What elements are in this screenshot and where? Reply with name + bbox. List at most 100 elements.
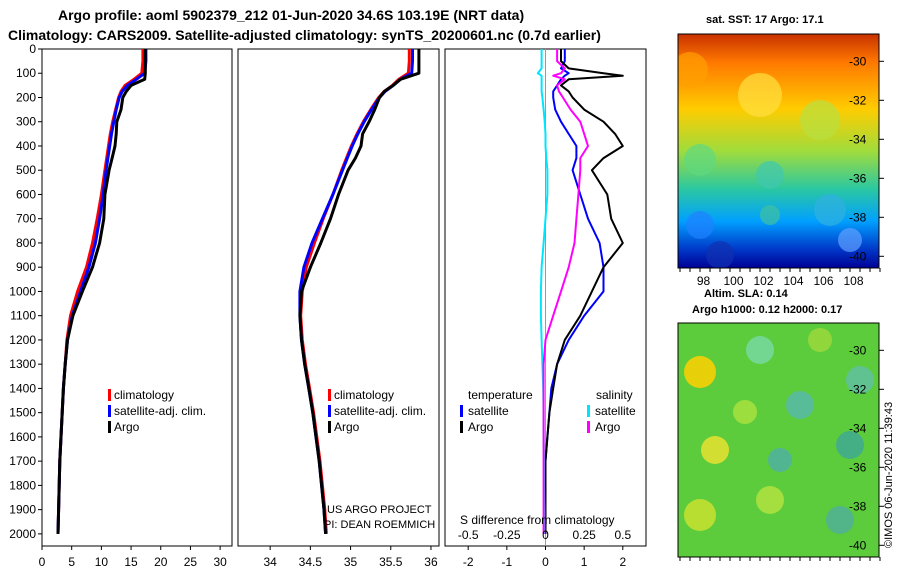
map-x-tick-label: 100 — [723, 274, 743, 288]
depth-tick-label: 0 — [29, 42, 36, 56]
depth-tick-label: 900 — [16, 260, 36, 274]
salinity-lines — [298, 49, 421, 534]
legend-swatch-satellite — [108, 405, 111, 417]
x-tick-label: -2 — [463, 555, 474, 569]
x-tick-label: 34 — [263, 555, 277, 569]
depth-tick-label: 1600 — [9, 430, 36, 444]
sla-eddy — [836, 431, 864, 459]
legend-label-sal-satellite: satellite — [595, 404, 636, 418]
sla-eddy — [786, 391, 814, 419]
x-tick-label: 20 — [154, 555, 168, 569]
x-tick-label: 0 — [542, 555, 549, 569]
series-line-red — [299, 49, 411, 534]
sla-eddy — [808, 328, 832, 352]
temperature-x-ticks: 0 5 10 15 20 25 30 — [39, 546, 227, 569]
sla-map-title-1: Altim. SLA: 0.14 — [704, 288, 789, 300]
sst-eddy — [706, 241, 734, 268]
sla-eddy — [846, 366, 874, 394]
map-y-tick-label: -34 — [849, 421, 867, 435]
secondary-tick-label: -0.25 — [493, 528, 521, 542]
series-line-magenta — [542, 49, 589, 534]
sst-eddy — [686, 211, 714, 239]
map-x-tick-label: 102 — [753, 274, 773, 288]
x-tick-label: 10 — [95, 555, 109, 569]
x-tick-label: 35.5 — [379, 555, 403, 569]
secondary-tick-label: -0.5 — [458, 528, 479, 542]
temperature-panel: 0 5 10 15 20 25 30 climatology satellite-adj. … — [39, 48, 233, 569]
difference-lines — [536, 49, 624, 546]
salinity-panel: 34 34.5 35 35.5 36 climatology satellite-adj… — [237, 48, 440, 569]
legend-label-temp-argo: Argo — [468, 420, 494, 434]
depth-tick-label: 1100 — [10, 309, 36, 323]
sla-eddy — [733, 400, 757, 424]
legend-label-satellite: satellite-adj. clim. — [334, 404, 426, 418]
sst-map-frame — [677, 33, 880, 269]
x-tick-label: 34.5 — [299, 555, 323, 569]
series-line-black — [56, 49, 147, 534]
sst-map-title: sat. SST: 17 Argo: 17.1 — [706, 14, 824, 26]
legend-label-temp-satellite: satellite — [468, 404, 509, 418]
legend-label-sal-argo: Argo — [595, 420, 621, 434]
series-line-blue — [544, 49, 605, 534]
difference-panel: -2 -1 0 1 2 -0.5 -0.25 0 0.25 0.5 S difference f… — [444, 48, 647, 569]
legend-swatch-sal-argo — [587, 421, 590, 433]
sla-eddy — [756, 486, 784, 514]
salinity-x-ticks: 34 34.5 35 35.5 36 — [263, 546, 438, 569]
legend-swatch-argo — [328, 421, 331, 433]
depth-tick-label: 800 — [16, 236, 36, 250]
sst-eddy — [800, 100, 840, 140]
sst-eddy — [756, 161, 784, 189]
depth-tick-label: 500 — [16, 163, 36, 177]
depth-tick-label: 400 — [16, 139, 36, 153]
sla-map-frame — [677, 322, 880, 558]
depth-tick-label: 700 — [16, 212, 36, 226]
sla-y-ticks: -30 -32 -34 -36 -38 -40 — [849, 343, 884, 552]
series-line-blue — [56, 49, 148, 534]
depth-tick-label: 1000 — [9, 284, 36, 298]
depth-tick-label: 300 — [16, 115, 36, 129]
series-line-black — [298, 49, 421, 534]
difference-x-ticks: -2 -1 0 1 2 — [463, 546, 626, 569]
sla-eddies — [684, 328, 874, 534]
legend-swatch-climatology — [108, 389, 111, 401]
sla-map: Altim. SLA: 0.14 Argo h1000: 0.12 h2000:… — [677, 288, 884, 561]
legend-swatch-temp-argo — [460, 421, 463, 433]
depth-tick-label: 1800 — [9, 478, 36, 492]
series-line-blue — [298, 49, 414, 534]
legend-swatch-sal-satellite — [587, 405, 590, 417]
x-tick-label: 35 — [344, 555, 358, 569]
map-y-tick-label: -40 — [849, 249, 867, 263]
salinity-legend: climatology satellite-adj. clim. Argo — [328, 388, 426, 434]
legend-label-argo: Argo — [334, 420, 360, 434]
sla-x-ticks — [679, 557, 881, 561]
legend-title-salinity: salinity — [596, 388, 633, 402]
sst-map: sat. SST: 17 Argo: 17.1 -30-32-34-36-38-… — [677, 14, 884, 288]
secondary-tick-label: 0 — [542, 528, 549, 542]
sst-eddies — [678, 52, 862, 268]
x-tick-label: 5 — [68, 555, 75, 569]
depth-tick-label: 1700 — [9, 454, 36, 468]
imos-credit: ©IMOS 06-Jun-2020 11:39:43 — [883, 402, 895, 548]
x-tick-label: 25 — [184, 555, 198, 569]
map-y-tick-label: -32 — [849, 93, 867, 107]
sla-eddy — [746, 336, 774, 364]
difference-legend: temperature salinity satellite Argo sate… — [460, 388, 636, 434]
x-tick-label: 2 — [619, 555, 626, 569]
sst-y-ticks: -30 -32 -34 -36 -38 -40 — [849, 54, 884, 263]
legend-label-satellite: satellite-adj. clim. — [114, 404, 206, 418]
map-y-tick-label: -38 — [849, 499, 867, 513]
legend-label-climatology: climatology — [334, 388, 394, 402]
legend-swatch-argo — [108, 421, 111, 433]
sst-eddy — [760, 205, 780, 225]
x-tick-label: 0 — [39, 555, 46, 569]
legend-swatch-temp-satellite — [460, 405, 463, 417]
temperature-panel-frame — [41, 48, 233, 547]
series-line-red — [56, 49, 145, 534]
x-tick-label: 30 — [213, 555, 227, 569]
sla-eddy — [768, 448, 792, 472]
map-y-tick-label: -34 — [849, 132, 867, 146]
sla-eddy — [826, 506, 854, 534]
legend-title-temperature: temperature — [468, 388, 533, 402]
salinity-panel-frame — [237, 48, 440, 547]
sla-eddy — [684, 499, 716, 531]
